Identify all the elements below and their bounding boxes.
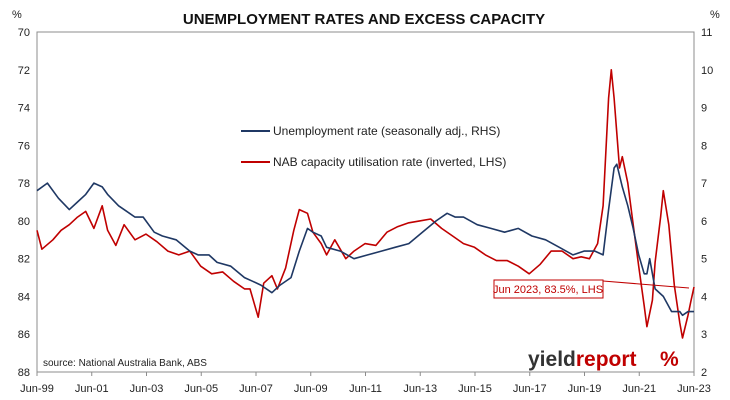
right-tick-label: 7 bbox=[701, 178, 707, 190]
x-tick-label: Jun-15 bbox=[458, 383, 492, 395]
x-tick-label: Jun-05 bbox=[184, 383, 218, 395]
left-tick-label: 74 bbox=[18, 103, 30, 115]
right-tick-label: 10 bbox=[701, 65, 713, 77]
logo-accent-symbol: % bbox=[660, 348, 679, 371]
x-tick-label: Jun-11 bbox=[349, 383, 382, 395]
right-tick-label: 5 bbox=[701, 254, 707, 266]
right-tick-label: 8 bbox=[701, 140, 707, 152]
right-axis: 11 10 9 8 7 6 5 4 3 2 bbox=[701, 27, 713, 379]
left-tick-label: 86 bbox=[18, 329, 30, 341]
logo: yieldreport % bbox=[528, 348, 679, 371]
right-tick-label: 11 bbox=[701, 27, 712, 39]
left-tick-label: 82 bbox=[18, 254, 30, 266]
logo-wordmark: yieldreport bbox=[528, 348, 637, 371]
series-layer bbox=[36, 69, 695, 339]
legend: Unemployment rate (seasonally adj., RHS)… bbox=[241, 124, 506, 169]
annotation-leader-line bbox=[602, 280, 690, 289]
plot-area bbox=[36, 31, 695, 373]
right-tick-label: 4 bbox=[701, 291, 707, 303]
annotation: Jun 2023, 83.5%, LHS bbox=[493, 279, 690, 299]
x-tick-label: Jun-13 bbox=[403, 383, 437, 395]
x-tick-label: Jun-21 bbox=[622, 383, 656, 395]
x-tick-label: Jun-17 bbox=[513, 383, 547, 395]
legend-label-capacity: NAB capacity utilisation rate (inverted,… bbox=[273, 155, 506, 169]
annotation-box bbox=[493, 279, 604, 299]
left-tick-label: 78 bbox=[18, 178, 30, 190]
right-unit-label: % bbox=[710, 9, 720, 21]
right-tick-label: 2 bbox=[701, 367, 707, 379]
x-tick-label: Jun-19 bbox=[568, 383, 602, 395]
left-tick-label: 70 bbox=[18, 27, 30, 39]
left-tick-label: 76 bbox=[18, 140, 30, 152]
x-tick-label: Jun-03 bbox=[130, 383, 164, 395]
right-tick-label: 3 bbox=[701, 329, 707, 341]
left-tick-label: 84 bbox=[18, 291, 30, 303]
left-tick-label: 80 bbox=[18, 216, 30, 228]
right-tick-label: 9 bbox=[701, 103, 707, 115]
x-tick-label: Jun-09 bbox=[294, 383, 328, 395]
left-axis: 70 72 74 76 78 80 82 84 86 88 bbox=[18, 27, 30, 379]
legend-label-unemployment: Unemployment rate (seasonally adj., RHS) bbox=[273, 124, 500, 138]
x-tick-label: Jun-01 bbox=[75, 383, 109, 395]
left-unit-label: % bbox=[12, 9, 22, 21]
left-tick-label: 72 bbox=[18, 65, 30, 77]
source-note: source: National Australia Bank, ABS bbox=[43, 358, 207, 369]
chart-title: UNEMPLOYMENT RATES AND EXCESS CAPACITY bbox=[183, 11, 545, 28]
left-tick-label: 88 bbox=[18, 367, 30, 379]
annotation-text: Jun 2023, 83.5%, LHS bbox=[493, 284, 603, 296]
right-tick-label: 6 bbox=[701, 216, 707, 228]
x-tick-label: Jun-07 bbox=[239, 383, 273, 395]
x-tick-label: Jun-99 bbox=[20, 383, 54, 395]
x-axis: Jun-99 Jun-01 Jun-03 Jun-05 Jun-07 Jun-09 Jun-… bbox=[20, 372, 711, 395]
x-tick-label: Jun-23 bbox=[677, 383, 711, 395]
series-unemployment-line bbox=[36, 163, 694, 317]
